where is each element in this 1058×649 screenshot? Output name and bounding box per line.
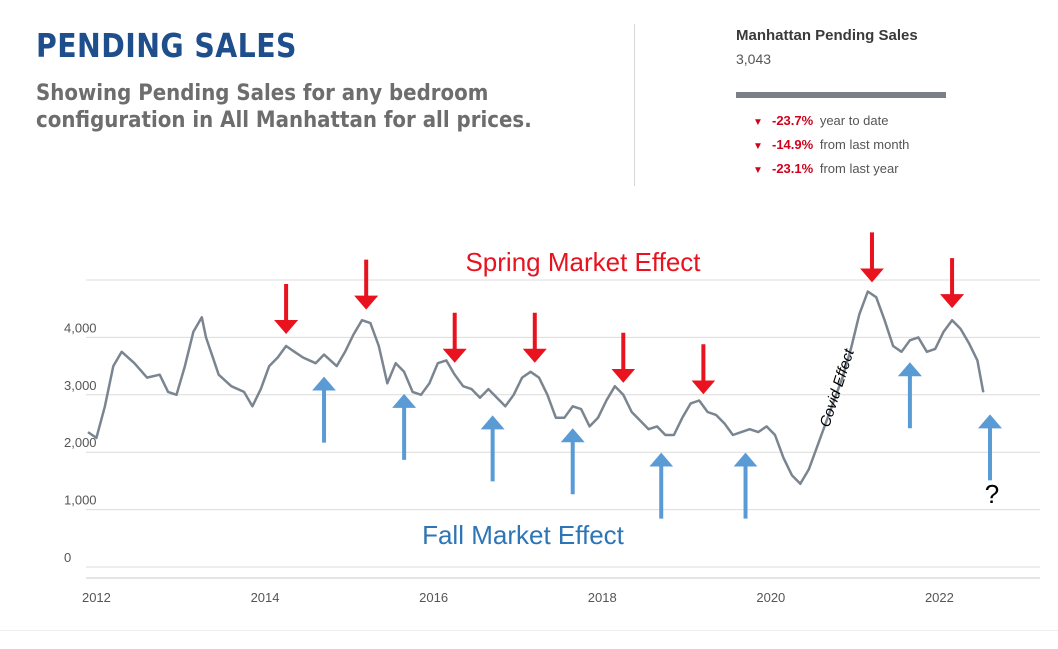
x-tick-label: 2012 [82,590,111,605]
y-tick-label: 0 [64,550,71,565]
y-tick-label: 4,000 [64,320,97,335]
question-mark-label: ? [985,479,999,509]
fall-market-label: Fall Market Effect [422,520,625,550]
y-tick-label: 3,000 [64,378,97,393]
series-line [87,290,985,486]
y-axis: 0 1,000 2,000 3,000 4,000 [64,320,97,565]
series-group [87,290,985,486]
change-ytd: ▼ -23.7% year to date [753,112,909,136]
change-pct: -23.1% [772,161,814,176]
down-triangle-icon: ▼ [753,165,763,176]
stat-bar [736,92,946,98]
x-axis: 2012 2014 2016 2018 2020 2022 [82,577,1040,605]
page-title: PENDING SALES [36,26,297,65]
down-triangle-icon: ▼ [753,117,763,128]
y-tick-label: 1,000 [64,493,97,508]
down-triangle-icon: ▼ [753,141,763,152]
x-tick-label: 2016 [419,590,448,605]
x-tick-label: 2014 [251,590,280,605]
stat-title: Manhattan Pending Sales [736,27,918,44]
change-pct: -23.7% [772,113,814,128]
x-tick-label: 2018 [588,590,617,605]
x-tick-label: 2022 [925,590,954,605]
change-text: year to date [819,113,889,128]
change-month: ▼ -14.9% from last month [753,136,909,160]
header-divider [634,24,635,186]
x-tick-label: 2020 [756,590,785,605]
change-year: ▼ -23.1% from last year [753,160,909,184]
stat-value: 3,043 [736,51,772,67]
covid-effect-label: Covid Effect [817,346,858,429]
y-tick-label: 2,000 [64,435,97,450]
page-subtitle: Showing Pending Sales for any bedroom co… [36,81,532,133]
annotation-arrows [274,232,1002,519]
bottom-rule [0,630,1058,631]
change-pct: -14.9% [772,137,814,152]
spring-market-label: Spring Market Effect [465,247,701,277]
change-list: ▼ -23.7% year to date ▼ -14.9% from last m… [753,112,909,184]
change-text: from last month [819,137,910,152]
change-text: from last year [819,161,899,176]
